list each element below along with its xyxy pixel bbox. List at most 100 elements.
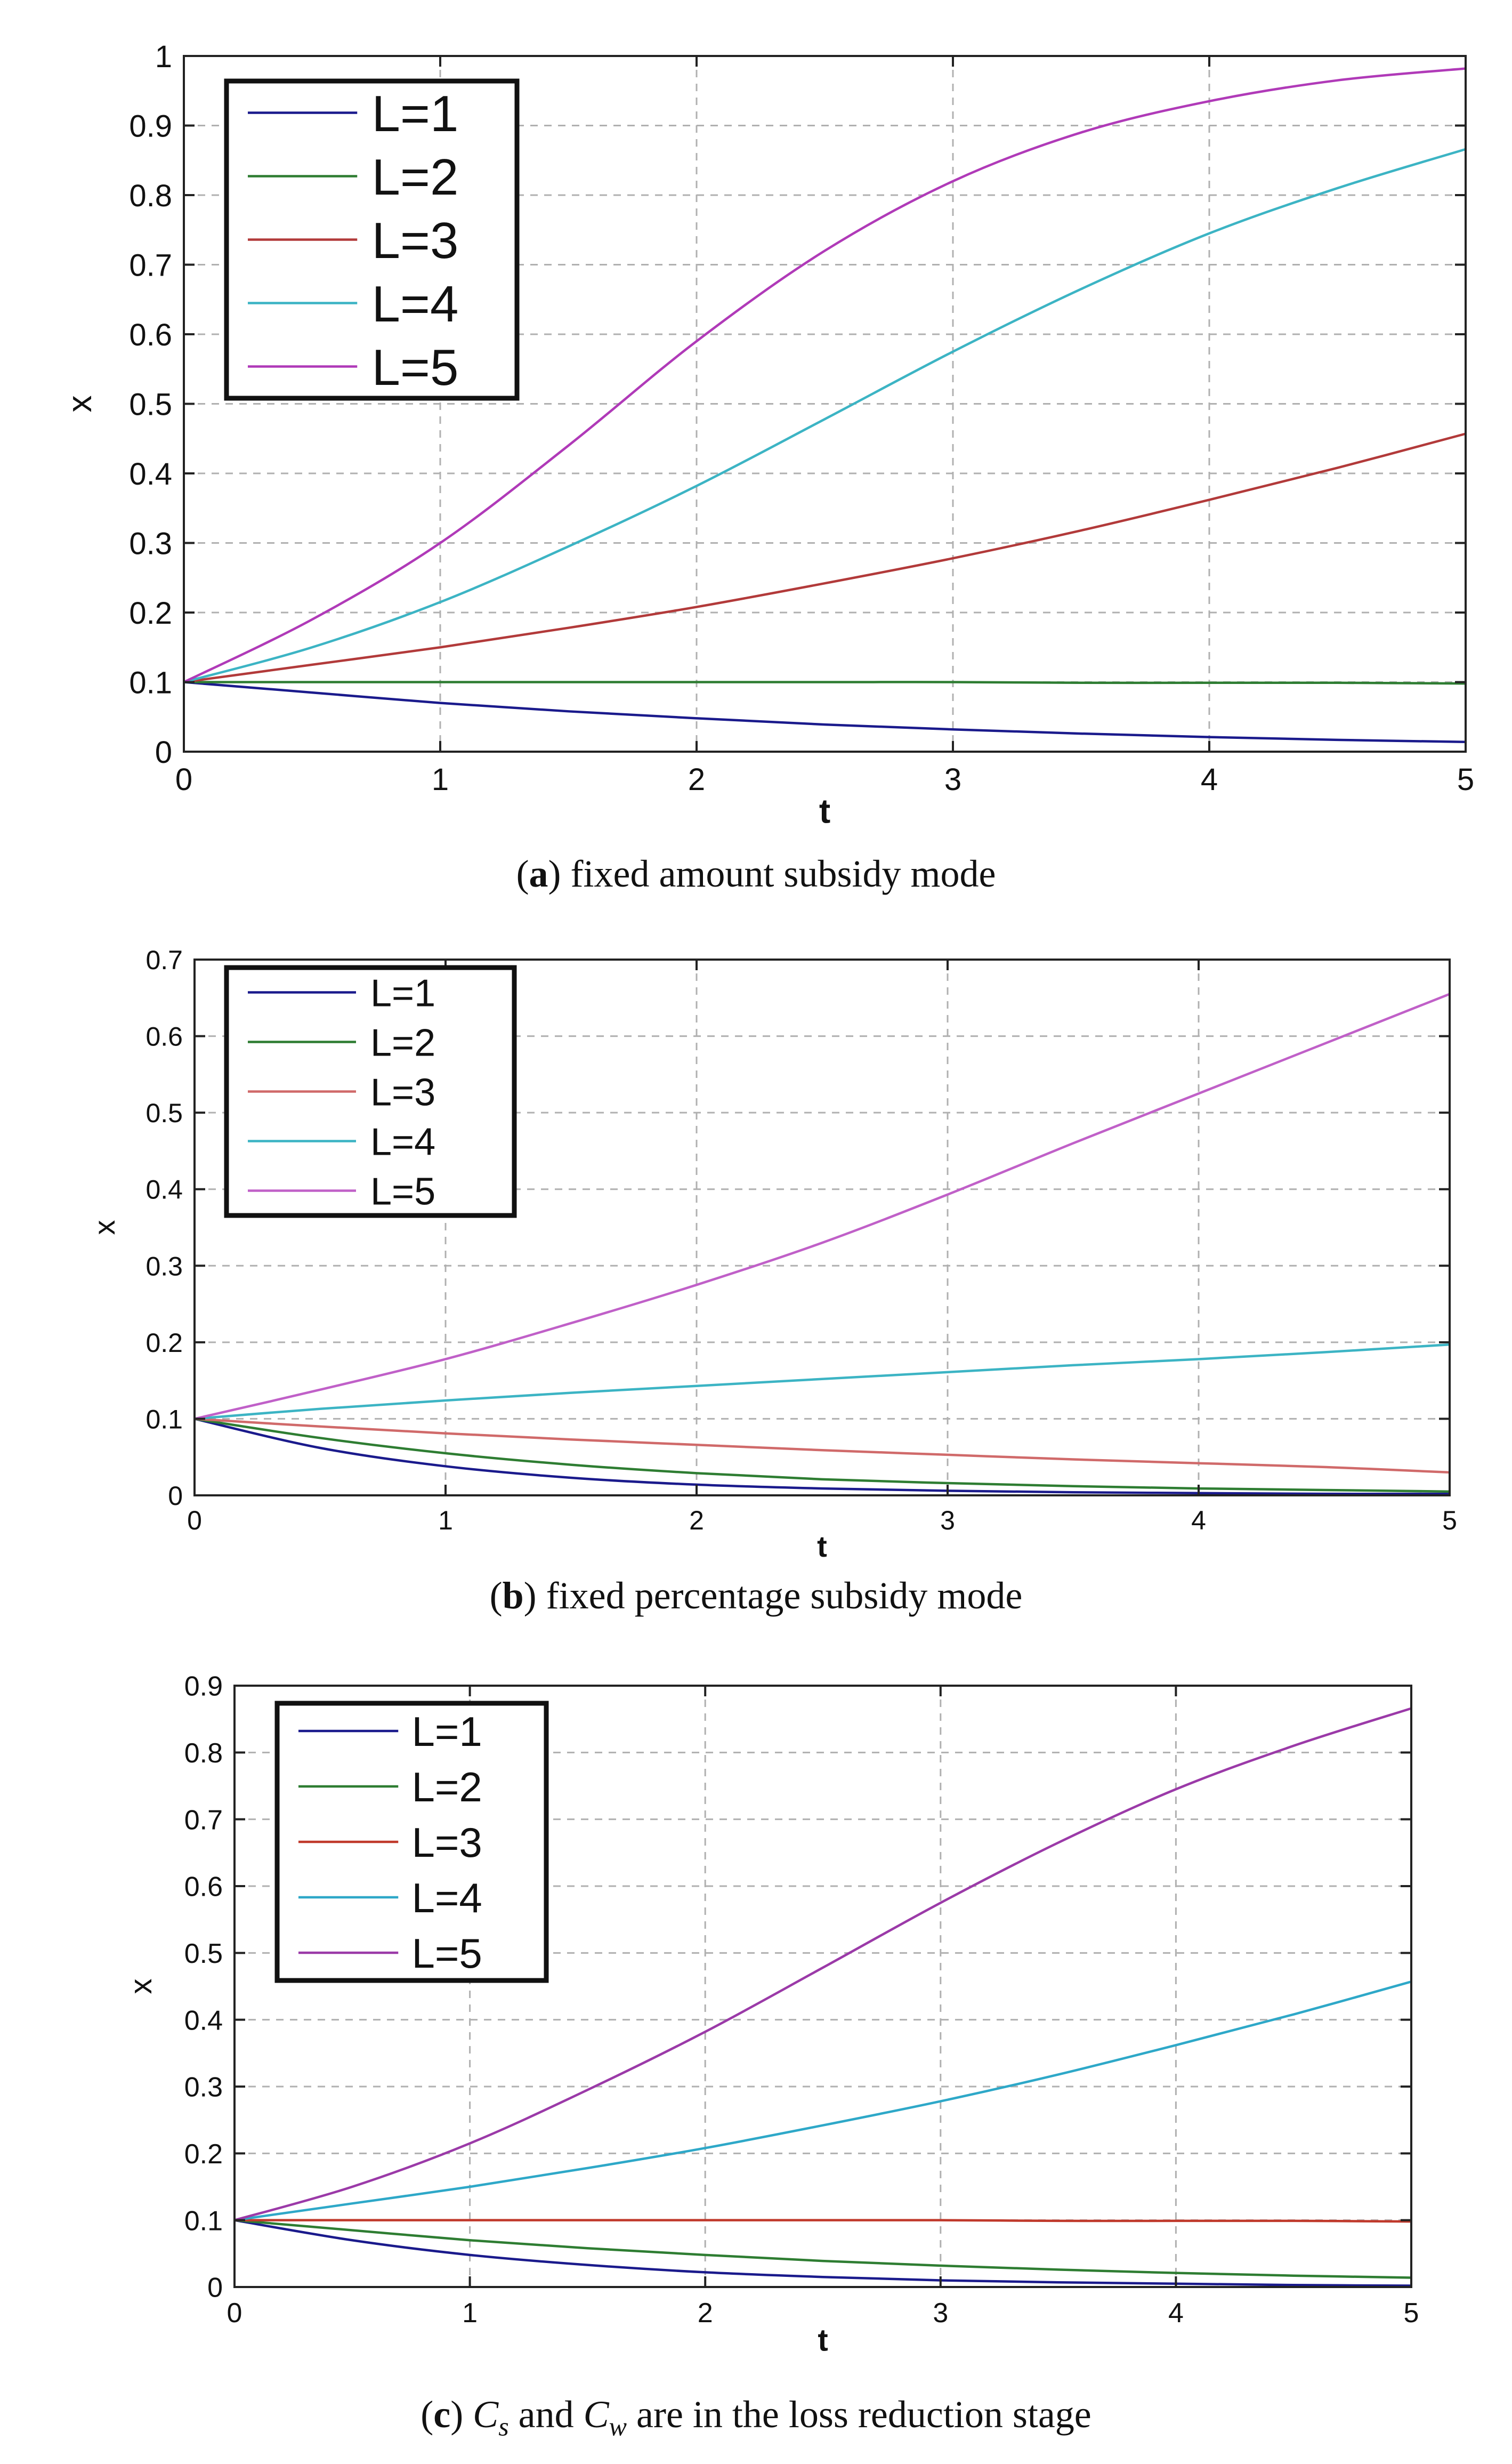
y-tick-label-1: 0.1 (145, 1404, 183, 1434)
x-tick-label-0: 0 (175, 762, 192, 797)
y-tick-label-2: 0.2 (145, 1328, 183, 1358)
legend-label-L=1: L=1 (372, 85, 459, 142)
y-tick-label-9: 0.9 (184, 1671, 223, 1702)
x-axis-label: t (817, 1529, 827, 1563)
y-tick-label-6: 0.6 (145, 1022, 183, 1052)
series-line-L=2 (194, 1418, 1450, 1493)
caption-c-tail: are in the loss reduction stage (636, 2393, 1091, 2436)
y-tick-label-4: 0.4 (184, 2005, 223, 2036)
y-tick-label-3: 0.3 (145, 1251, 183, 1281)
y-tick-label-4: 0.4 (129, 457, 172, 492)
caption-a-label: a (529, 852, 548, 895)
y-tick-label-3: 0.3 (129, 526, 172, 561)
y-tick-label-8: 0.8 (184, 1738, 223, 1769)
series-line-L=1 (234, 2219, 1412, 2287)
legend-label-L=1: L=1 (370, 972, 435, 1014)
y-tick-label-0: 0 (207, 2273, 223, 2304)
x-tick-label-4: 4 (1191, 1505, 1206, 1535)
x-tick-label-5: 5 (1404, 2298, 1419, 2329)
series-line-L=5 (234, 1707, 1412, 2221)
caption-a: (a) fixed amount subsidy mode (516, 852, 996, 895)
x-tick-label-5: 5 (1457, 762, 1474, 797)
legend: L=1 L=2 L=3 L=4 L=5 (224, 965, 517, 1218)
legend-label-L=3: L=3 (370, 1071, 435, 1114)
series-line-L=3 (194, 1418, 1450, 1474)
series-line-L=5 (194, 993, 1450, 1420)
caption-c-sym1: C (473, 2393, 499, 2436)
x-tick-label-2: 2 (689, 1505, 704, 1535)
x-tick-label-5: 5 (1442, 1505, 1457, 1535)
y-tick-label-6: 0.6 (184, 1872, 223, 1903)
x-axis-label: t (818, 2323, 828, 2358)
y-axis-label: x (60, 396, 99, 413)
y-tick-label-5: 0.5 (145, 1098, 183, 1128)
legend-label-L=3: L=3 (412, 1819, 482, 1866)
series-line-L=2 (184, 681, 1466, 685)
legend-label-L=4: L=4 (412, 1874, 482, 1921)
x-tick-label-4: 4 (1168, 2298, 1184, 2329)
legend-label-L=4: L=4 (372, 276, 459, 333)
x-tick-label-3: 3 (940, 1505, 955, 1535)
caption-c-label: c (433, 2393, 451, 2436)
y-tick-label-3: 0.3 (184, 2072, 223, 2103)
caption-c-sub2: w (609, 2411, 627, 2442)
plot-frame (233, 1685, 1412, 2288)
caption-c-and: and (518, 2393, 574, 2436)
caption-a-text: fixed amount subsidy mode (570, 852, 996, 895)
caption-c-sym2: C (583, 2393, 609, 2436)
caption-b-label: b (502, 1574, 524, 1617)
y-tick-label-5: 0.5 (184, 1938, 223, 1969)
caption-c-sub1: s (498, 2411, 509, 2442)
legend-label-L=5: L=5 (370, 1170, 435, 1213)
series-line-L=3 (235, 2219, 1412, 2223)
x-tick-label-3: 3 (933, 2298, 948, 2329)
series-line-L=4 (234, 1980, 1412, 2221)
y-axis-label: x (87, 1220, 121, 1235)
caption-b: (b) fixed percentage subsidy mode (489, 1574, 1023, 1617)
series-line-L=4 (183, 148, 1466, 683)
caption-c: (c) Cs and Cw are in the loss reduction … (421, 2393, 1091, 2442)
x-tick-label-0: 0 (187, 1505, 202, 1535)
legend-label-L=2: L=2 (412, 1764, 482, 1810)
series-line-L=4 (194, 1343, 1450, 1420)
legend-label-L=1: L=1 (412, 1708, 482, 1755)
series-line-L=3 (183, 432, 1466, 683)
x-axis-label: t (819, 792, 830, 830)
y-tick-label-2: 0.2 (184, 2139, 223, 2170)
x-tick-label-2: 2 (688, 762, 705, 797)
series-line-L=5 (183, 67, 1466, 683)
y-tick-label-7: 0.7 (145, 945, 183, 975)
legend-label-L=2: L=2 (372, 149, 459, 206)
x-tick-label-0: 0 (227, 2298, 242, 2329)
x-tick-label-2: 2 (698, 2298, 713, 2329)
plot-frame (193, 959, 1451, 1496)
y-tick-label-7: 0.7 (184, 1805, 223, 1835)
y-tick-label-9: 0.9 (129, 109, 172, 143)
y-tick-label-10: 1 (155, 39, 172, 74)
series-line-L=1 (183, 681, 1466, 743)
y-tick-label-0: 0 (155, 735, 172, 770)
chart-a: 0 1 2 3 4 5 0 0.1 0.2 0.3 0.4 0.5 0.6 0.7 0.8 0.9 1 t x L=1… (60, 39, 1474, 831)
series-line-L=2 (234, 2219, 1412, 2279)
x-tick-label-4: 4 (1201, 762, 1218, 797)
y-tick-label-1: 0.1 (184, 2205, 223, 2236)
y-tick-label-2: 0.2 (129, 596, 172, 631)
legend-label-L=3: L=3 (372, 212, 459, 269)
y-tick-label-4: 0.4 (145, 1175, 183, 1205)
y-tick-label-7: 0.7 (129, 248, 172, 283)
chart-b: 0 1 2 3 4 500.10.20.30.40.50.60.7txL=1L=2L=3L… (87, 945, 1457, 1563)
series-line-L=1 (194, 1418, 1450, 1495)
y-tick-label-0: 0 (168, 1481, 183, 1511)
x-tick-label-1: 1 (432, 762, 449, 797)
y-axis-label: x (124, 1979, 158, 1994)
y-tick-label-5: 0.5 (129, 387, 172, 422)
legend-label-L=2: L=2 (370, 1021, 435, 1064)
x-tick-label-3: 3 (944, 762, 961, 797)
chart-c: 0 1 2 3 4 500.10.20.30.40.50.60.70.80.9txL=1L… (124, 1671, 1419, 2358)
legend: L=1 L=2 L=3 L=4 L=5 (224, 78, 520, 401)
y-tick-label-8: 0.8 (129, 179, 172, 213)
legend-label-L=5: L=5 (412, 1930, 482, 1977)
legend-label-L=5: L=5 (372, 339, 459, 396)
y-tick-label-1: 0.1 (129, 665, 172, 700)
